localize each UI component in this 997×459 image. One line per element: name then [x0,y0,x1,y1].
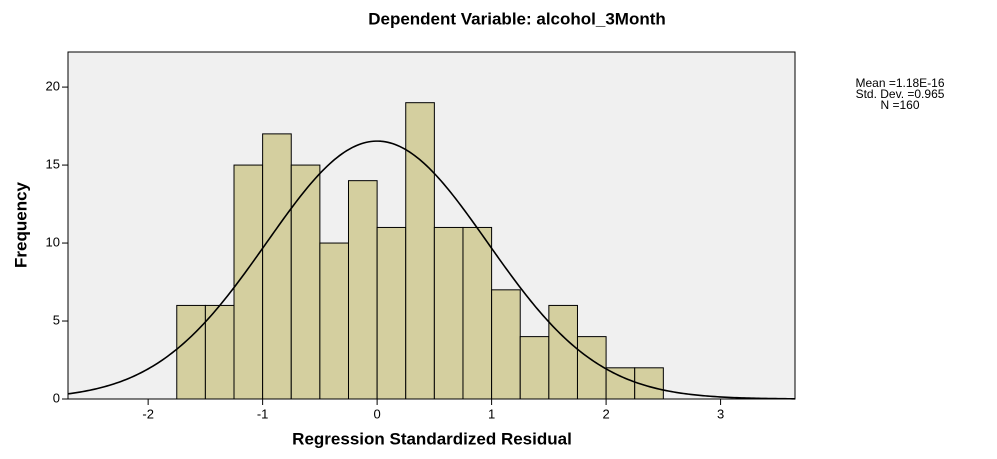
bar [576,336,607,400]
bar [433,226,464,400]
x-tick-label: 1 [488,406,495,421]
y-axis-label: Frequency [11,181,30,268]
bar [347,180,378,400]
bar [204,304,235,400]
stat-label: N =160 [880,98,919,112]
x-tick-label: -1 [257,406,269,421]
y-tick-label: 15 [46,157,60,172]
y-tick-label: 20 [46,79,60,94]
bar [319,242,349,400]
bar [548,304,578,400]
y-tick-label: 5 [53,312,60,327]
x-tick-label: -2 [142,406,154,421]
x-tick-label: 0 [374,406,381,421]
bar [290,164,321,400]
x-axis-label: Regression Standardized Residual [292,429,572,448]
chart-title: Dependent Variable: alcohol_3Month [368,9,666,28]
bar [376,226,407,400]
y-tick-label: 10 [46,234,60,249]
bar [519,336,550,400]
x-tick-label: 3 [717,406,724,421]
bar [176,304,206,400]
normal-curve [67,140,796,400]
stat-label: Mean =1.18E-16 [855,76,944,90]
bar [605,367,636,400]
stat-label: Std. Dev. =0.965 [856,87,945,101]
bar [491,289,521,400]
bar [262,133,292,400]
x-tick-label: 2 [602,406,609,421]
y-tick-label: 0 [53,390,60,405]
bar [405,102,435,400]
bar [462,226,493,400]
